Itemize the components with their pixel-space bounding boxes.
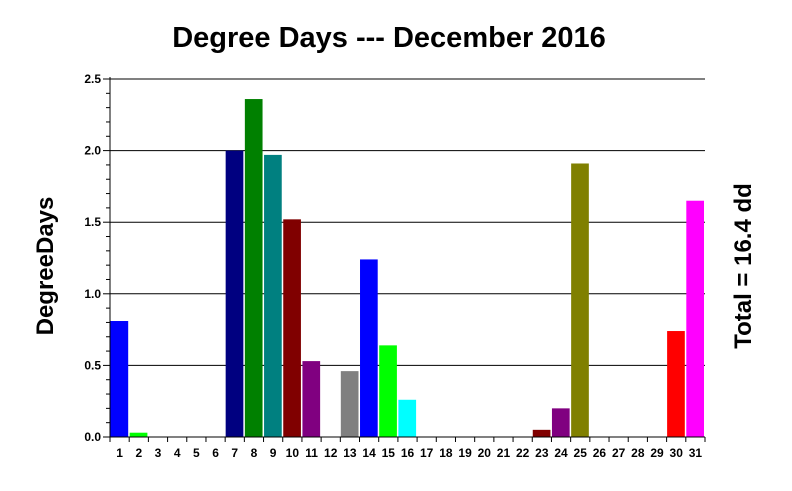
bar-day-15 (379, 345, 397, 437)
y-tick-label: 1.5 (84, 215, 101, 229)
total-annotation: Total = 16.4 dd (730, 183, 757, 349)
x-tick-label: 26 (593, 446, 607, 460)
x-tick-label: 25 (574, 446, 588, 460)
x-tick-label: 5 (193, 446, 200, 460)
bar-day-23 (532, 429, 551, 437)
grid-lines (110, 78, 705, 366)
x-tick-label: 28 (631, 446, 645, 460)
bar-day-31 (686, 200, 704, 437)
x-tick-label: 6 (212, 446, 219, 460)
x-tick-label: 8 (251, 446, 258, 460)
x-tick-label: 1 (116, 446, 123, 460)
y-tick-labels: 0.0 0.5 1.0 1.5 2.0 2.5 (84, 72, 101, 444)
bar-day-30 (667, 331, 685, 437)
x-tick-label: 19 (458, 446, 472, 460)
x-tick-label: 10 (286, 446, 300, 460)
bar-day-16 (398, 399, 417, 437)
bar-day-25 (571, 163, 589, 437)
x-tick-labels: 1 2 3 4 5 6 7 8 9 10 11 12 13 14 15 16 17 18 19 20 21 22 23 24 2… (116, 446, 702, 460)
bar-series (110, 99, 704, 437)
x-tick-label: 18 (439, 446, 453, 460)
x-tick-label: 9 (270, 446, 277, 460)
x-tick-label: 29 (650, 446, 664, 460)
axes (103, 77, 706, 442)
y-tick-label: 0.5 (84, 358, 101, 372)
x-tick-label: 3 (155, 446, 162, 460)
bar-day-24 (551, 408, 570, 437)
x-tick-label: 12 (324, 446, 338, 460)
y-tick-label: 2.5 (84, 72, 101, 86)
bar-day-11 (302, 361, 321, 437)
x-tick-label: 20 (478, 446, 492, 460)
x-tick-label: 23 (535, 446, 549, 460)
x-tick-label: 31 (689, 446, 703, 460)
x-tick-label: 17 (420, 446, 434, 460)
x-tick-label: 14 (362, 446, 376, 460)
bar-day-8 (244, 99, 263, 437)
y-tick-label: 0.0 (84, 430, 101, 444)
x-tick-label: 15 (382, 446, 396, 460)
x-tick-label: 24 (554, 446, 568, 460)
y-axis-label: DegreeDays (32, 197, 59, 336)
bar-day-1 (110, 321, 129, 437)
x-tick-label: 30 (670, 446, 684, 460)
bar-day-13 (340, 371, 359, 437)
y-tick-label: 2.0 (84, 144, 101, 158)
x-tick-label: 4 (174, 446, 181, 460)
bar-day-9 (264, 154, 282, 437)
x-tick-label: 11 (305, 446, 318, 460)
x-tick-label: 13 (343, 446, 357, 460)
y-tick-label: 1.0 (84, 287, 101, 301)
x-tick-label: 21 (497, 446, 511, 460)
bar-day-2 (129, 432, 148, 437)
x-tick-label: 7 (231, 446, 238, 460)
bar-day-14 (360, 259, 378, 437)
x-tick-label: 2 (135, 446, 142, 460)
x-tick-label: 22 (516, 446, 530, 460)
chart-title: Degree Days --- December 2016 (172, 22, 606, 54)
bar-day-10 (283, 219, 301, 437)
bar-day-7 (225, 150, 244, 437)
x-tick-label: 16 (401, 446, 415, 460)
x-tick-label: 27 (612, 446, 626, 460)
